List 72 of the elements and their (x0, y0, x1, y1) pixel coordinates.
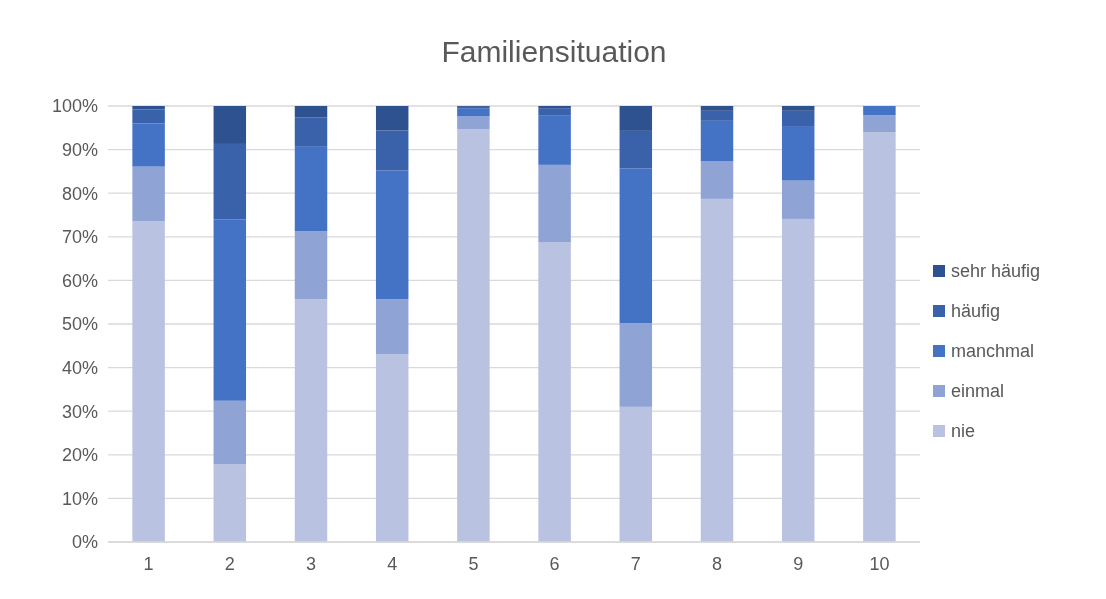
bar (132, 109, 165, 124)
x-tick-label: 8 (711, 554, 723, 574)
bar (457, 108, 490, 117)
bar (375, 130, 409, 171)
bar (457, 116, 490, 130)
x-tick-label: 1 (143, 554, 154, 574)
y-tick-label: 50% (61, 314, 98, 335)
bar (781, 180, 815, 219)
y-tick-label: 80% (61, 183, 98, 204)
bar (457, 129, 490, 542)
bar (700, 161, 734, 199)
x-tick-label: 2 (224, 554, 235, 574)
y-tick-label: 100% (51, 96, 98, 117)
x-tick-label: 3 (305, 554, 317, 574)
bar (213, 219, 247, 401)
x-tick-label: 4 (387, 554, 398, 574)
bar (619, 106, 653, 131)
x-tick-label: 7 (630, 554, 641, 574)
bar (294, 117, 328, 147)
bar (619, 323, 653, 407)
bar (538, 108, 571, 116)
legend-label: manchmal (951, 341, 1035, 362)
bar (294, 231, 328, 300)
bar (700, 106, 734, 111)
bar (294, 106, 328, 118)
bar (132, 221, 165, 542)
bar (700, 120, 734, 162)
bar (538, 115, 571, 165)
bar (294, 146, 328, 232)
bar (213, 464, 247, 542)
y-tick-label: 60% (61, 270, 98, 291)
x-tick-label: 6 (549, 554, 560, 574)
bar (375, 354, 409, 542)
bar (538, 164, 571, 243)
legend-label: einmal (951, 381, 1005, 402)
bar (375, 299, 409, 355)
chart-title: Familiensituation (441, 35, 667, 68)
bar (213, 400, 247, 465)
bar (213, 143, 247, 220)
y-tick-label: 40% (61, 357, 98, 378)
x-tick-label: 5 (468, 554, 479, 574)
bar (375, 106, 409, 131)
bar (863, 132, 896, 542)
bar (132, 166, 165, 222)
legend-label: nie (951, 421, 976, 442)
bar (132, 123, 165, 167)
bar (294, 299, 328, 542)
bar (700, 110, 734, 121)
bar (781, 106, 815, 111)
bar (538, 242, 571, 542)
bar (863, 115, 896, 133)
bar (863, 106, 896, 116)
legend-label: sehr häufig (951, 261, 1041, 282)
bar (781, 126, 815, 181)
bar (781, 110, 815, 127)
bar (213, 106, 247, 144)
bar (619, 406, 653, 542)
y-tick-label: 0% (71, 532, 98, 553)
legend-label: häufig (951, 301, 1001, 322)
bar (781, 218, 815, 542)
x-tick-label: 9 (793, 554, 804, 574)
bar (619, 130, 653, 169)
bar (538, 106, 571, 109)
y-tick-label: 30% (61, 401, 98, 422)
bar (375, 170, 409, 300)
y-tick-label: 70% (61, 227, 98, 248)
x-tick-label: 10 (869, 554, 890, 574)
y-tick-label: 90% (61, 139, 98, 160)
bar (619, 168, 653, 324)
y-tick-label: 10% (61, 488, 98, 509)
y-tick-label: 20% (61, 445, 98, 466)
bar (700, 198, 734, 542)
